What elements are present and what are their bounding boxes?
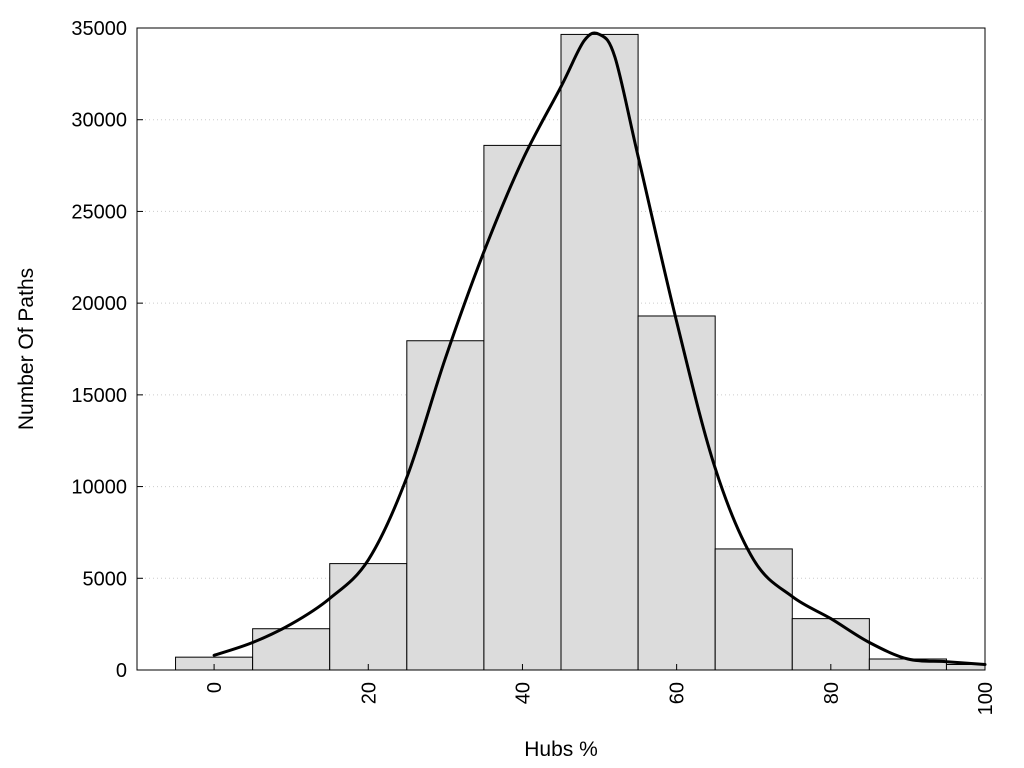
x-axis: 0 20 40 60 80 100 (204, 664, 997, 715)
histogram-bar (329, 563, 408, 671)
y-tick-label: 35000 (71, 18, 127, 40)
x-axis-title: Hubs % (524, 738, 598, 761)
x-tick-label: 20 (358, 682, 380, 704)
x-tick-label: 40 (513, 682, 535, 704)
x-tick-label: 60 (667, 682, 689, 704)
y-tick-label: 0 (116, 660, 127, 682)
y-tick-label: 10000 (71, 477, 127, 499)
y-tick-label: 15000 (71, 385, 127, 407)
y-tick-label: 25000 (71, 201, 127, 223)
y-axis: 0 5000 10000 15000 20000 25000 30000 35000 (71, 18, 143, 682)
histogram-bar (637, 315, 716, 671)
density-curve (212, 31, 987, 666)
histogram-bar (714, 548, 793, 671)
y-tick-label: 20000 (71, 293, 127, 315)
y-tick-label: 30000 (71, 110, 127, 132)
histogram-bar (483, 144, 562, 671)
plot-frame (136, 27, 986, 671)
y-tick-label: 5000 (83, 568, 128, 590)
histogram-bar (406, 340, 485, 671)
histogram-bar (560, 33, 639, 671)
x-tick-label: 0 (204, 682, 226, 693)
histogram-bars (175, 33, 986, 671)
y-axis-title: Number Of Paths (15, 268, 38, 430)
histogram-bar (791, 618, 870, 671)
x-tick-label: 80 (821, 682, 843, 704)
histogram-bar (252, 628, 331, 671)
x-tick-label: 100 (975, 682, 997, 715)
